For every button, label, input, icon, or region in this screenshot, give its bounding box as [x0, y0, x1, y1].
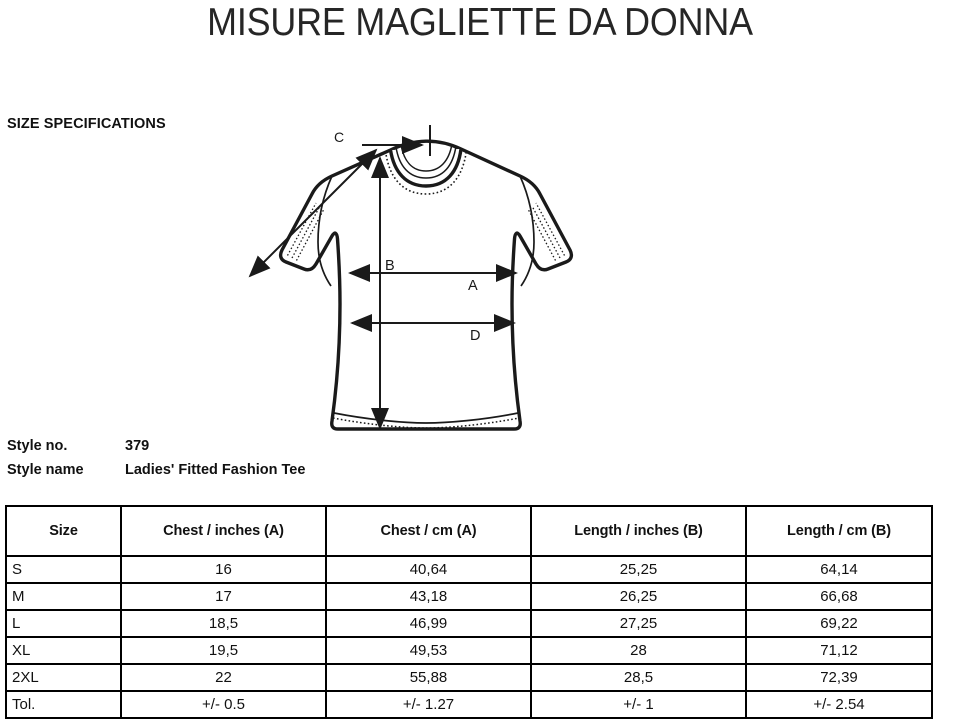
column-header-size: Size [5, 505, 122, 557]
cell-length-inches: 26,25 [530, 582, 747, 611]
cell-length-inches: 28,5 [530, 663, 747, 692]
cell-chest-inches: +/- 0.5 [120, 690, 327, 719]
measure-label-a: A [468, 278, 478, 294]
measure-line-c [248, 148, 378, 278]
cell-chest-cm: 46,99 [325, 609, 532, 638]
cell-chest-cm: 55,88 [325, 663, 532, 692]
neckline-outer [388, 148, 463, 188]
shirt-diagram: C B A D [230, 118, 610, 448]
page-title: MISURE MAGLIETTE DA DONNA [207, 1, 753, 44]
style-no-value: 379 [125, 438, 150, 454]
measure-label-c: C [334, 129, 344, 145]
sleeve-cuff-stitch-right-2 [531, 205, 561, 259]
cell-size: Tol. [5, 690, 122, 719]
hem-line [333, 412, 519, 424]
collar-rib-line-1 [395, 145, 457, 179]
sleeve-cuff-stitch-right-1 [535, 202, 566, 256]
armhole-seam-right [519, 175, 535, 287]
table-row: S 16 40,64 25,25 64,14 [5, 555, 933, 584]
cell-size: 2XL [5, 663, 122, 692]
cell-chest-inches: 16 [120, 555, 327, 584]
table-row: 2XL 22 55,88 28,5 72,39 [5, 663, 933, 692]
cell-length-inches: 28 [530, 636, 747, 665]
cell-size: M [5, 582, 122, 611]
shirt-outline-group [278, 139, 574, 431]
style-no-row: Style no. 379 [7, 434, 305, 458]
cell-chest-cm: 49,53 [325, 636, 532, 665]
column-header-length-cm: Length / cm (B) [745, 505, 933, 557]
measure-label-b: B [385, 258, 395, 274]
style-info-block: Style no. 379 Style name Ladies' Fitted Fa… [7, 434, 305, 482]
cell-length-cm: 64,14 [745, 555, 933, 584]
measure-label-d: D [470, 328, 480, 344]
cell-size: S [5, 555, 122, 584]
cell-length-cm: +/- 2.54 [745, 690, 933, 719]
column-header-chest-inches: Chest / inches (A) [120, 505, 327, 557]
style-name-label: Style name [7, 462, 84, 478]
cell-length-inches: +/- 1 [530, 690, 747, 719]
table-row-tolerance: Tol. +/- 0.5 +/- 1.27 +/- 1 +/- 2.54 [5, 690, 933, 719]
cell-chest-cm: +/- 1.27 [325, 690, 532, 719]
style-no-label: Style no. [7, 438, 68, 454]
cell-chest-inches: 22 [120, 663, 327, 692]
cell-chest-inches: 17 [120, 582, 327, 611]
table-row: M 17 43,18 26,25 66,68 [5, 582, 933, 611]
collar-stitch-dotted [384, 149, 468, 195]
cell-length-cm: 71,12 [745, 636, 933, 665]
cell-size: L [5, 609, 122, 638]
sleeve-cuff-stitch-right-3 [527, 208, 557, 261]
table-row: XL 19,5 49,53 28 71,12 [5, 636, 933, 665]
cell-length-inches: 27,25 [530, 609, 747, 638]
cell-length-inches: 25,25 [530, 555, 747, 584]
measurement-annotations: C B A D [248, 125, 518, 430]
cell-length-cm: 72,39 [745, 663, 933, 692]
cell-chest-cm: 40,64 [325, 555, 532, 584]
cell-chest-inches: 18,5 [120, 609, 327, 638]
cell-chest-inches: 19,5 [120, 636, 327, 665]
table-row: L 18,5 46,99 27,25 69,22 [5, 609, 933, 638]
size-specifications-heading: SIZE SPECIFICATIONS [7, 116, 166, 132]
style-name-row: Style name Ladies' Fitted Fashion Tee [7, 458, 305, 482]
cell-chest-cm: 43,18 [325, 582, 532, 611]
table-header-row: Size Chest / inches (A) Chest / cm (A) L… [5, 505, 933, 557]
hem-stitch-dotted-1 [332, 417, 520, 429]
size-specifications-table: Size Chest / inches (A) Chest / cm (A) L… [5, 505, 933, 719]
cell-length-cm: 66,68 [745, 582, 933, 611]
cell-size: XL [5, 636, 122, 665]
cell-length-cm: 69,22 [745, 609, 933, 638]
column-header-chest-cm: Chest / cm (A) [325, 505, 532, 557]
style-name-value: Ladies' Fitted Fashion Tee [125, 462, 306, 478]
collar-rib-line-2 [400, 143, 453, 172]
column-header-length-inches: Length / inches (B) [530, 505, 747, 557]
